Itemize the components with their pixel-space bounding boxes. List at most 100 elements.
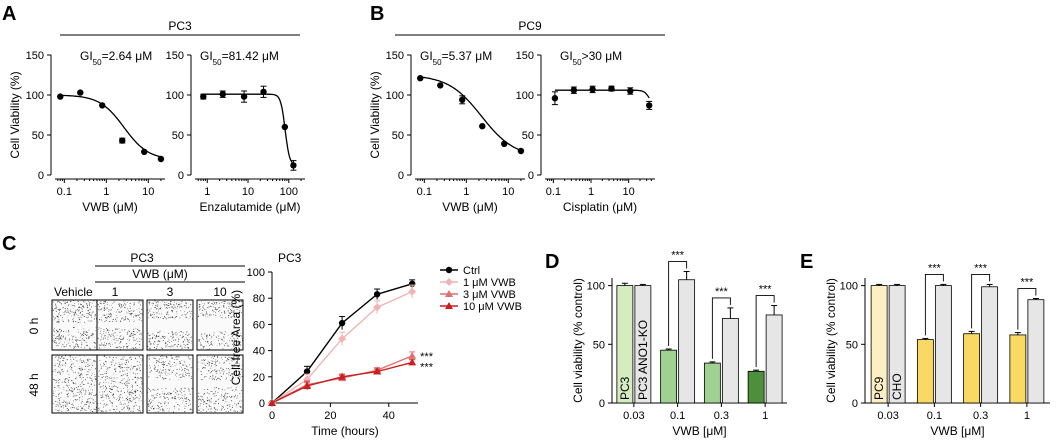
gi50-annotation-a1: GI50=2.64 μM — [80, 49, 152, 67]
x-tick-label: 0.03 — [623, 410, 644, 422]
x-tick-label: 0.03 — [877, 410, 898, 422]
y-axis-title: Cell Viability (%) — [368, 71, 382, 158]
y-tick-label: 60 — [253, 319, 265, 331]
significance-label: *** — [759, 284, 773, 296]
series-line — [271, 361, 413, 404]
x-tick-label: 0.1 — [57, 186, 72, 198]
data-point — [373, 367, 382, 375]
data-point — [551, 95, 559, 102]
bar — [721, 318, 739, 404]
data-point — [281, 123, 289, 131]
legend-label: 1 μM VWB — [463, 277, 516, 289]
data-point — [408, 287, 417, 296]
y-tick-label: 40 — [253, 346, 265, 358]
panel-label-c: C — [2, 233, 16, 255]
data-point — [57, 93, 64, 100]
data-point — [501, 140, 508, 147]
data-point — [408, 351, 417, 359]
y-tick-label: 50 — [522, 130, 534, 142]
x-axis-title: Enzalutamide (μM) — [200, 200, 301, 214]
significance-bracket — [668, 261, 688, 346]
y-tick-label: 0 — [599, 398, 605, 410]
x-tick-label: 0.3 — [714, 410, 729, 422]
group-label-pc9: PC9 — [518, 19, 542, 33]
chart-a2: 0 50 100 150 1 10 100 Enzalutamide (μM) — [166, 50, 305, 214]
data-point — [99, 102, 106, 109]
panel-label-d: D — [545, 251, 559, 273]
x-tick-label: 10 — [502, 186, 514, 198]
micrograph-grid: PC3 VWB (μM) Vehicle 1 3 10 0 h 48 h — [27, 251, 245, 414]
fit-curve — [203, 93, 294, 165]
legend-label: 10 μM VWB — [463, 301, 522, 313]
y-tick-label: 0 — [852, 398, 858, 410]
x-axis-title: VWB (μM) — [442, 200, 498, 214]
y-tick-label: 100 — [166, 90, 184, 102]
bar — [916, 339, 934, 404]
significance-label: *** — [420, 351, 434, 363]
data-point — [445, 266, 453, 274]
bar-series-label: PC9 — [872, 376, 886, 400]
x-tick-label: 0.3 — [973, 410, 988, 422]
data-point — [157, 155, 165, 163]
significance-bracket — [755, 295, 775, 368]
micrograph-texture — [197, 355, 243, 413]
micrograph-texture — [97, 300, 143, 350]
data-point — [417, 75, 424, 82]
y-tick-label: 100 — [247, 267, 265, 279]
y-axis-title: Cell viability (% control) — [571, 278, 585, 403]
y-tick-label: 20 — [253, 372, 265, 384]
y-tick-label: 150 — [166, 50, 184, 62]
chart-title: PC3 — [278, 251, 302, 265]
bar — [1009, 334, 1027, 404]
significance-bracket — [1017, 288, 1037, 330]
y-tick-label: 150 — [26, 50, 44, 62]
legend-label: Ctrl — [463, 265, 480, 277]
y-tick-label: 50 — [846, 339, 858, 351]
row-label-48h: 48 h — [27, 373, 41, 396]
data-point — [373, 291, 381, 298]
significance-label: *** — [671, 250, 685, 262]
data-point — [77, 89, 84, 96]
series-1-m-vwb — [268, 284, 417, 407]
gi50-annotation-b1: GI50=5.37 μM — [420, 49, 492, 67]
legend-label: 3 μM VWB — [463, 289, 516, 301]
chart-a1: 0 50 100 150 0.1 1 10 VWB (μM) Cell Viability (%… — [8, 50, 165, 214]
micrograph-texture — [52, 355, 98, 413]
y-tick-label: 100 — [26, 90, 44, 102]
panel-label-a: A — [2, 3, 16, 25]
micrograph-image — [146, 299, 194, 351]
y-tick-label: 150 — [386, 50, 404, 62]
micrograph-image — [146, 354, 194, 414]
bar — [765, 314, 783, 404]
chart-c: PC3 0 20 40 60 80 100 0 20 40 Time (hours) Cell-fre… — [229, 251, 522, 438]
x-tick-label: 0.1 — [927, 410, 942, 422]
x-tick-label: 1 — [1024, 410, 1030, 422]
data-point — [219, 91, 226, 98]
x-tick-label: 10 — [242, 186, 254, 198]
series-line — [271, 291, 413, 404]
data-point — [445, 278, 453, 286]
data-point — [437, 82, 444, 89]
micrograph-image — [96, 299, 144, 351]
micrograph-image — [196, 299, 244, 351]
significance-bracket — [924, 273, 944, 336]
data-point — [445, 290, 453, 297]
bar-series-label: PC3 ANO1-KO — [636, 320, 650, 400]
y-tick-label: 0 — [259, 398, 265, 410]
micrograph-texture — [97, 355, 143, 413]
bar — [660, 349, 678, 404]
data-point — [303, 381, 312, 389]
fit-curve — [554, 89, 650, 99]
data-point — [141, 148, 148, 155]
bar — [963, 333, 981, 404]
data-point — [338, 319, 346, 327]
bar-series-label: CHO — [890, 373, 904, 400]
column-label-3: 3 — [167, 285, 174, 299]
x-axis-title: VWB (μM) — [82, 200, 138, 214]
x-tick-label: 0.1 — [417, 186, 432, 198]
micrograph-treatment-label: VWB (μM) — [132, 267, 188, 281]
x-tick-label: 1 — [762, 410, 768, 422]
column-label-vehicle: Vehicle — [54, 285, 93, 299]
